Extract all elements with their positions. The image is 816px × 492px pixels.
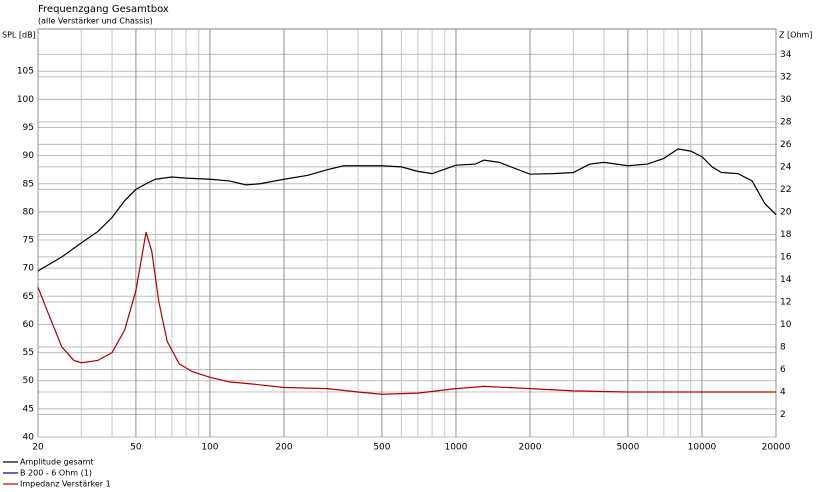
y2-tick-label: 12	[780, 297, 791, 307]
y-tick-label: 80	[23, 207, 35, 217]
y-tick-label: 55	[23, 348, 34, 358]
y2-tick-label: 8	[780, 342, 786, 352]
y2-tick-label: 14	[780, 275, 792, 285]
y2-tick-label: 24	[780, 162, 792, 172]
plot-area	[37, 28, 777, 438]
y2-tick-label: 18	[780, 230, 792, 240]
y2-axis-label: Z [Ohm]	[779, 31, 812, 40]
y2-tick-label: 34	[780, 50, 792, 60]
series-line	[37, 231, 776, 395]
y-tick-label: 100	[17, 95, 34, 105]
x-tick-label: 100	[201, 443, 218, 453]
y2-tick-label: 20	[780, 207, 792, 217]
y2-tick-label: 28	[780, 117, 792, 127]
x-tick-label: 500	[373, 443, 390, 453]
x-tick-label: 1000	[444, 443, 467, 453]
legend-label: Impedanz Verstärker 1	[20, 480, 111, 489]
y2-tick-label: 2	[780, 410, 786, 420]
series-line	[37, 148, 777, 272]
y-tick-label: 95	[23, 123, 34, 133]
y-tick-label: 85	[23, 179, 34, 189]
y-tick-label: 65	[23, 292, 34, 302]
y-axis-label: SPL [dB]	[2, 31, 36, 40]
y-tick-label: 70	[23, 264, 35, 274]
y2-tick-label: 32	[780, 72, 791, 82]
x-tick-label: 200	[275, 443, 292, 453]
x-tick-label: 20000	[762, 443, 791, 453]
x-tick-label: 2000	[519, 443, 542, 453]
y-tick-label: 90	[23, 151, 35, 161]
legend-label: Amplitude gesamt	[20, 458, 94, 467]
chart-subtitle: (alle Verstärker und Chassis)	[38, 17, 153, 26]
y2-tick-label: 30	[780, 95, 792, 105]
y-tick-label: 40	[23, 433, 35, 443]
legend-label: B 200 - 6 Ohm (1)	[20, 469, 92, 478]
y2-tick-label: 6	[780, 365, 786, 375]
x-tick-label: 20	[32, 443, 44, 453]
y2-tick-label: 10	[780, 320, 792, 330]
y-tick-label: 105	[17, 67, 34, 77]
y-tick-label: 60	[23, 320, 35, 330]
chart-title: Frequenzgang Gesamtbox	[38, 4, 169, 15]
y-tick-label: 75	[23, 236, 34, 246]
y-tick-label: 45	[23, 404, 34, 414]
x-tick-label: 5000	[616, 443, 639, 453]
y2-tick-label: 16	[780, 252, 792, 262]
y-tick-label: 50	[23, 376, 35, 386]
y2-tick-label: 22	[780, 185, 791, 195]
y2-tick-label: 4	[780, 387, 786, 397]
x-tick-label: 10000	[688, 443, 717, 453]
y2-tick-label: 26	[780, 140, 792, 150]
x-tick-label: 50	[130, 443, 142, 453]
